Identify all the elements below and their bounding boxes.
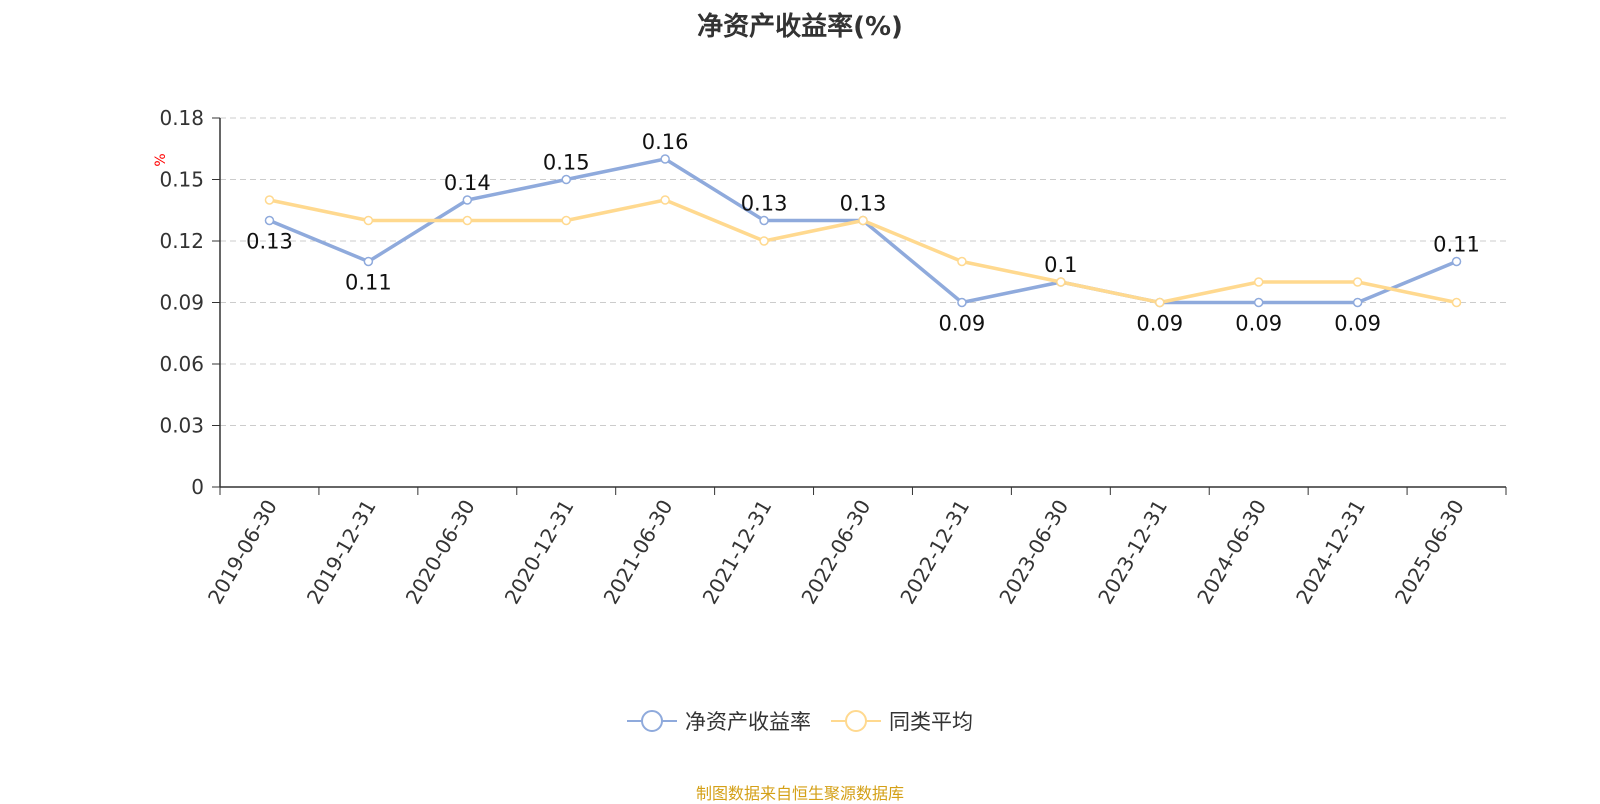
data-point — [1451, 297, 1462, 308]
x-tick-label: 2022-06-30 — [796, 496, 875, 609]
y-tick-label: 0.15 — [159, 168, 204, 192]
data-point — [759, 215, 769, 226]
data-labels: 0.13 0.11 0.14 0.15 0.16 0.13 0.13 0.09 0.1 0.09 0… — [246, 130, 1480, 336]
data-point — [561, 174, 571, 185]
grid-lines — [220, 117, 1506, 426]
data-label: 0.11 — [1433, 233, 1480, 257]
legend-item-roe[interactable]: 净资产收益率 — [627, 706, 811, 736]
legend-label-roe: 净资产收益率 — [685, 710, 811, 734]
data-point — [363, 256, 374, 267]
data-point — [1352, 277, 1363, 287]
data-label: 0.13 — [840, 192, 887, 216]
data-point — [1451, 256, 1462, 267]
source-note: 制图数据来自恒生聚源数据库 — [695, 784, 904, 803]
y-tick-label: 0.12 — [159, 229, 204, 253]
x-tick-label: 2020-06-30 — [401, 496, 480, 609]
axes: 0 0.03 0.06 0.09 0.12 0.15 0.18% 2019-06-30 2019… — [153, 106, 1507, 609]
data-label: 0.09 — [1136, 312, 1183, 336]
legend-marker-roe — [627, 710, 677, 732]
x-tick-label: 2024-06-30 — [1192, 496, 1271, 609]
data-label: 0.16 — [642, 130, 689, 154]
data-label: 0.1 — [1044, 253, 1077, 277]
y-tick-label: 0.03 — [159, 414, 204, 438]
x-tick-label: 2021-06-30 — [599, 496, 678, 609]
y-axis-unit-label: % — [153, 153, 169, 166]
chart-title: 净资产收益率(%) — [697, 12, 903, 42]
data-point — [1253, 277, 1264, 287]
data-point — [462, 215, 473, 226]
y-tick-label: 0.06 — [159, 352, 204, 376]
legend-marker-peer-average — [831, 710, 881, 732]
data-point — [1253, 297, 1264, 308]
data-point — [759, 236, 769, 246]
x-tick-label: 2020-12-31 — [500, 496, 579, 609]
data-label: 0.09 — [1334, 312, 1381, 336]
x-tick-label: 2025-06-30 — [1390, 496, 1469, 609]
x-tick-label: 2021-12-31 — [698, 496, 777, 609]
data-point — [957, 256, 967, 267]
data-point — [363, 215, 374, 226]
data-point — [1352, 297, 1363, 308]
data-label: 0.11 — [345, 271, 392, 295]
data-label: 0.13 — [741, 192, 788, 216]
data-point — [1056, 277, 1066, 287]
data-point — [462, 195, 473, 205]
x-tick-label: 2023-12-31 — [1093, 496, 1172, 609]
data-point — [264, 215, 275, 226]
data-point — [660, 195, 670, 205]
data-point — [660, 154, 670, 164]
data-label: 0.09 — [1235, 312, 1282, 336]
y-tick-label: 0.18 — [159, 106, 204, 130]
x-tick-label: 2019-12-31 — [302, 496, 381, 609]
data-label: 0.15 — [543, 151, 590, 175]
legend: 净资产收益率 同类平均 — [0, 706, 1600, 736]
data-point — [264, 195, 275, 205]
data-point — [858, 215, 868, 226]
y-tick-label: 0.09 — [159, 291, 204, 315]
x-tick-label: 2023-06-30 — [994, 496, 1073, 609]
series-lines — [264, 154, 1462, 308]
x-tick-label: 2022-12-31 — [895, 496, 974, 609]
data-label: 0.14 — [444, 171, 491, 195]
data-point — [1155, 297, 1165, 308]
data-label: 0.09 — [939, 312, 986, 336]
y-tick-label: 0 — [191, 475, 204, 499]
legend-item-peer-average[interactable]: 同类平均 — [831, 706, 973, 736]
data-point — [561, 215, 571, 226]
data-label: 0.13 — [246, 230, 293, 254]
data-point — [957, 297, 967, 308]
x-tick-label: 2019-06-30 — [203, 496, 282, 609]
x-tick-label: 2024-12-31 — [1291, 496, 1370, 609]
legend-label-peer-average: 同类平均 — [889, 710, 973, 734]
